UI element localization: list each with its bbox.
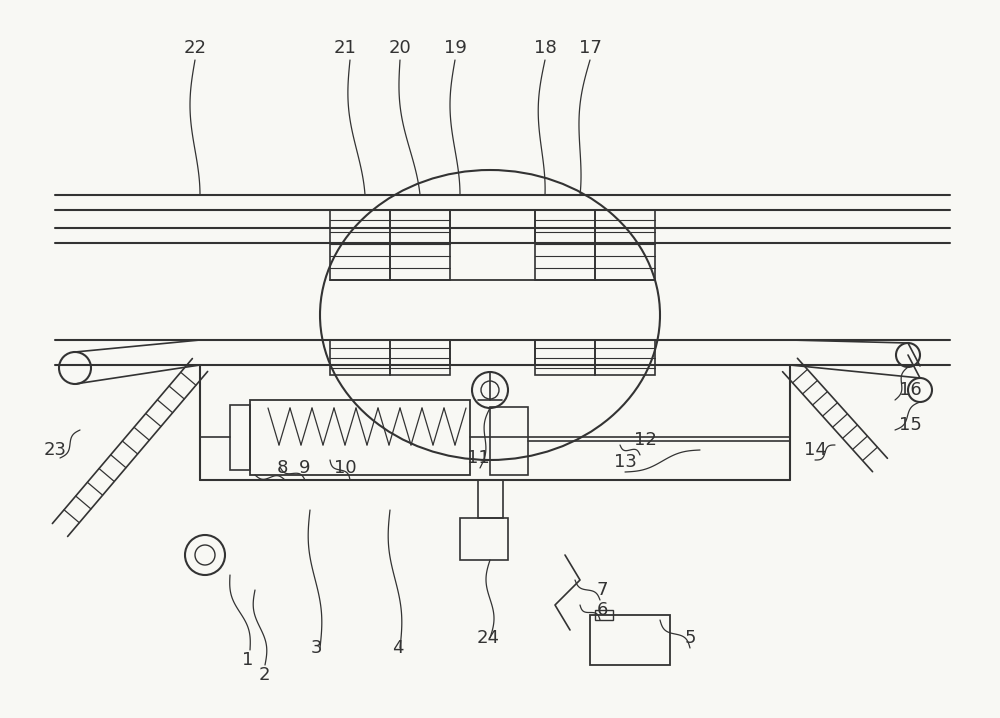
Text: 15: 15 [899,416,921,434]
Text: 6: 6 [596,601,608,619]
Bar [230,405,250,470]
Bar [535,340,595,375]
Text: 11: 11 [467,449,489,467]
Bar [330,340,390,375]
Text: 24: 24 [477,629,500,647]
Bar [390,210,450,280]
Bar [595,610,613,620]
Text: 3: 3 [310,639,322,657]
Text: 13: 13 [614,453,636,471]
Bar [330,210,390,280]
Text: 7: 7 [596,581,608,599]
Bar [595,340,655,375]
Text: 20: 20 [389,39,411,57]
Text: 19: 19 [444,39,466,57]
Bar [535,210,595,280]
Text: 17: 17 [579,39,601,57]
Text: 14: 14 [804,441,826,459]
Bar [478,480,503,518]
Text: 2: 2 [258,666,270,684]
Text: 10: 10 [334,459,356,477]
Text: 16: 16 [899,381,921,399]
Bar [490,407,528,475]
Bar [590,615,670,665]
Text: 18: 18 [534,39,556,57]
Bar [250,400,470,475]
Text: 21: 21 [334,39,356,57]
Bar [390,340,450,375]
Text: 9: 9 [299,459,311,477]
Text: 5: 5 [684,629,696,647]
Text: 8: 8 [276,459,288,477]
Text: 12: 12 [634,431,656,449]
Bar [460,518,508,560]
Text: 23: 23 [44,441,66,459]
Text: 22: 22 [184,39,207,57]
Text: 1: 1 [242,651,254,669]
Text: 4: 4 [392,639,404,657]
Bar [595,210,655,280]
